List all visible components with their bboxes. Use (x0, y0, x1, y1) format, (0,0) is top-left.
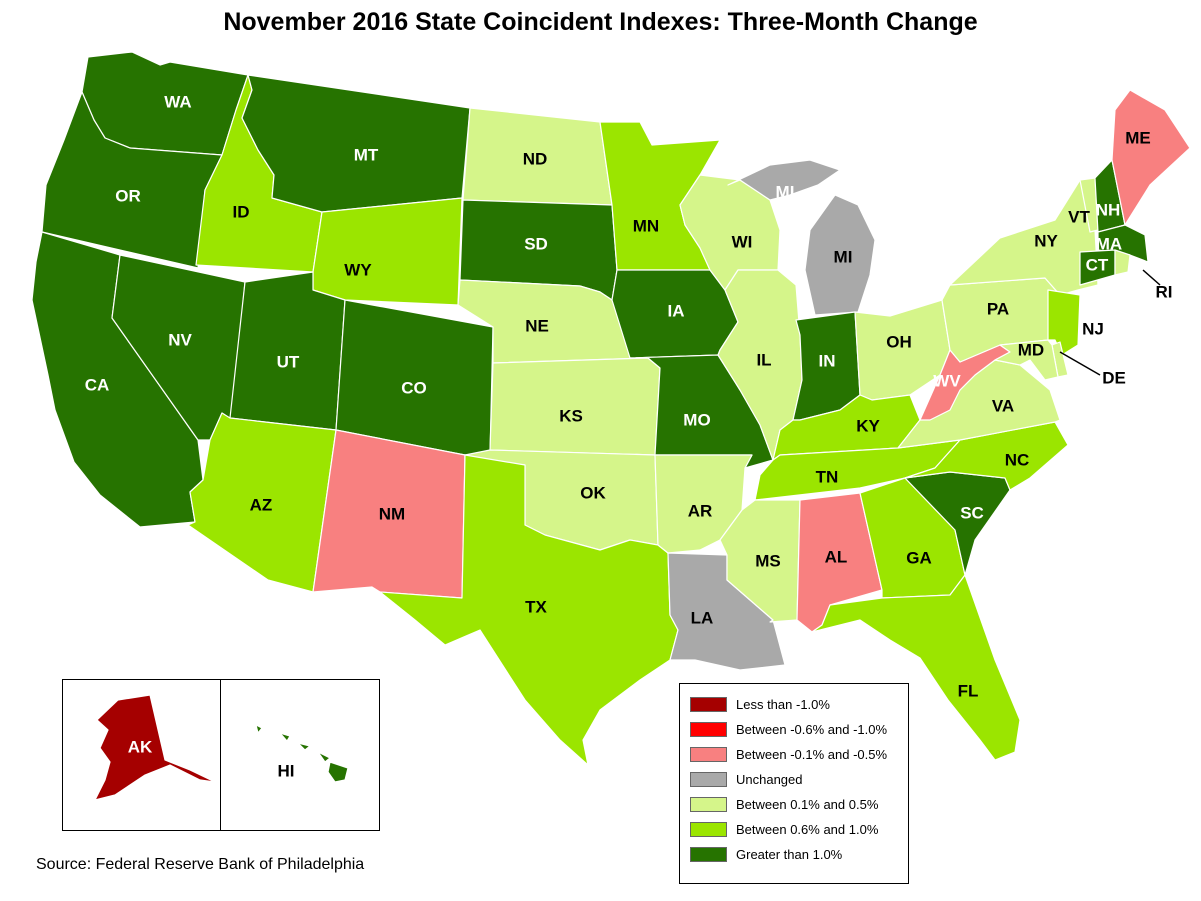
state-label-wa: WA (164, 93, 191, 112)
state-ak (94, 694, 216, 801)
state-label-mo: MO (683, 411, 710, 430)
legend-swatch (690, 772, 727, 787)
state-label-ok: OK (580, 484, 606, 503)
state-label-ma: MA (1096, 235, 1122, 254)
state-label-mt: MT (354, 146, 379, 165)
legend-label: Greater than 1.0% (736, 847, 843, 862)
state-mt (241, 74, 471, 213)
state-label-wi: WI (732, 233, 753, 252)
legend-item: Greater than 1.0% (690, 842, 908, 867)
state-label-mi: MI (834, 248, 853, 267)
state-label-or: OR (115, 187, 141, 206)
state-label-la: LA (691, 609, 714, 628)
state-label-az: AZ (250, 496, 273, 515)
state-label-nv: NV (168, 331, 192, 350)
leader-lines (1059, 269, 1161, 376)
labels-layer: WA OR CA NV ID MT WY UT CO AZ NM ND SD NE KS OK TX MN IA MO… (85, 93, 1173, 781)
legend: Less than -1.0% Between -0.6% and -1.0% Be… (679, 683, 909, 884)
state-label-de: DE (1102, 369, 1126, 388)
state-label-ky: KY (856, 417, 880, 436)
state-ri (1114, 249, 1131, 276)
legend-item: Between -0.6% and -1.0% (690, 717, 908, 742)
state-label-nd: ND (523, 150, 548, 169)
legend-label: Between 0.1% and 0.5% (736, 797, 879, 812)
state-label-ga: GA (906, 549, 932, 568)
state-label-nc: NC (1005, 451, 1030, 470)
state-label-ar: AR (688, 502, 713, 521)
state-label-ut: UT (277, 353, 300, 372)
state-wi (679, 174, 781, 291)
state-label-id: ID (233, 203, 250, 222)
state-label-ca: CA (85, 376, 110, 395)
legend-item: Between -0.1% and -0.5% (690, 742, 908, 767)
state-label-sc: SC (960, 504, 984, 523)
state-label-wy: WY (344, 261, 372, 280)
state-label-sd: SD (524, 235, 548, 254)
inset-box (62, 679, 380, 831)
state-label-al: AL (825, 548, 848, 567)
state-tx (379, 454, 679, 766)
state-label-hi: HI (278, 762, 295, 781)
state-mi-lower (804, 194, 876, 316)
state-ma (1097, 224, 1149, 263)
state-label-ny: NY (1034, 232, 1058, 251)
state-ny (949, 179, 1099, 296)
state-label-nj: NJ (1082, 320, 1104, 339)
legend-item: Between 0.6% and 1.0% (690, 817, 908, 842)
state-label-ne: NE (525, 317, 549, 336)
legend-swatch (690, 822, 727, 837)
inset-divider (220, 679, 221, 831)
state-label-me: ME (1125, 129, 1151, 148)
legend-item: Between 0.1% and 0.5% (690, 792, 908, 817)
state-label-nh: NH (1096, 201, 1121, 220)
state-ms (719, 499, 801, 623)
legend-label: Unchanged (736, 772, 803, 787)
state-md (994, 339, 1059, 381)
state-label-tn: TN (816, 468, 839, 487)
state-me (1111, 89, 1191, 226)
state-label-in: IN (819, 352, 836, 371)
state-label-pa: PA (987, 300, 1009, 319)
source-note: Source: Federal Reserve Bank of Philadel… (36, 856, 365, 873)
state-hi (255, 724, 349, 783)
state-label-tx: TX (525, 598, 547, 617)
state-label-ms: MS (755, 552, 781, 571)
state-ut (229, 271, 346, 431)
state-label-ct: CT (1086, 256, 1109, 275)
state-label-ia: IA (668, 302, 685, 321)
legend-swatch (690, 697, 727, 712)
state-label-oh: OH (886, 333, 912, 352)
states-layer (31, 51, 1191, 801)
state-label-ri: RI (1156, 283, 1173, 302)
legend-swatch (690, 847, 727, 862)
state-wy (312, 197, 463, 306)
state-co (335, 299, 494, 456)
state-label-vt: VT (1068, 208, 1090, 227)
legend-label: Between 0.6% and 1.0% (736, 822, 879, 837)
state-label-fl: FL (958, 682, 979, 701)
state-fl (811, 574, 1021, 761)
state-mi-upper (727, 159, 841, 201)
state-label-il: IL (756, 351, 771, 370)
legend-swatch (690, 747, 727, 762)
state-label-ks: KS (559, 407, 583, 426)
legend-swatch (690, 722, 727, 737)
legend-label: Between -0.1% and -0.5% (736, 747, 888, 762)
legend-item: Unchanged (690, 767, 908, 792)
state-label-ak: AK (128, 738, 153, 757)
state-label-co: CO (401, 379, 427, 398)
state-label-wv: WV (933, 372, 961, 391)
legend-swatch (690, 797, 727, 812)
legend-label: Less than -1.0% (736, 697, 830, 712)
state-label-va: VA (992, 397, 1014, 416)
state-label-mi: MI (776, 183, 795, 202)
state-label-mn: MN (633, 217, 659, 236)
legend-label: Between -0.6% and -1.0% (736, 722, 888, 737)
state-label-md: MD (1018, 341, 1044, 360)
state-label-nm: NM (379, 505, 405, 524)
legend-item: Less than -1.0% (690, 692, 908, 717)
map-title: November 2016 State Coincident Indexes: … (223, 8, 978, 36)
